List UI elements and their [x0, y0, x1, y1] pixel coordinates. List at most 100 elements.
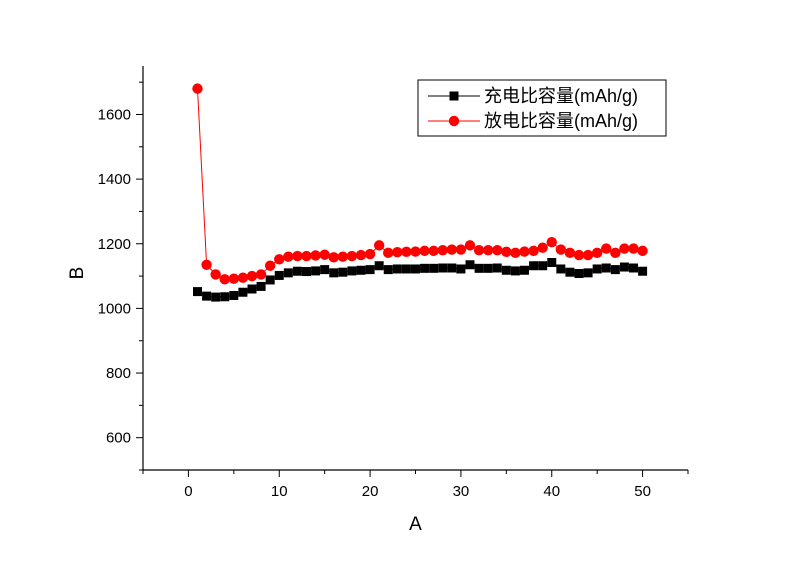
data-point — [501, 246, 512, 258]
series-line — [197, 261, 643, 298]
y-tick-label: 600 — [106, 430, 131, 447]
data-point — [283, 268, 293, 278]
data-point — [346, 250, 358, 262]
legend: 充电比容量(mAh/g) 放电比容量(mAh/g) — [417, 79, 667, 137]
x-axis-label: A — [409, 514, 422, 535]
data-point — [383, 265, 393, 275]
data-point — [619, 243, 630, 254]
data-point — [437, 245, 448, 256]
data-point — [420, 263, 430, 273]
y-tick-label: 800 — [106, 365, 131, 382]
legend-marker — [449, 91, 459, 101]
tick-labels: 0 10 20 30 40 50 600 800 1000 1200 1400 1600 — [98, 106, 651, 500]
legend-label: 充电比容量(mAh/g) — [484, 86, 638, 106]
tick-marks — [136, 81, 689, 477]
data-point — [538, 261, 548, 271]
data-point — [265, 275, 275, 285]
data-point — [274, 270, 284, 280]
series-layer — [192, 83, 648, 302]
data-point — [411, 264, 420, 274]
x-tick-label: 50 — [634, 483, 651, 500]
data-point — [247, 284, 257, 294]
data-point — [329, 268, 339, 278]
data-point — [274, 254, 285, 265]
data-point — [364, 248, 376, 260]
legend-marker — [448, 115, 460, 127]
data-point — [419, 245, 430, 257]
data-point — [629, 263, 638, 273]
data-point — [601, 243, 612, 254]
data-point — [392, 246, 403, 258]
legend-item: 放电比容量(mAh/g) — [428, 111, 638, 131]
data-point — [301, 250, 312, 262]
data-point — [492, 245, 503, 256]
data-point — [555, 244, 567, 255]
data-point — [574, 268, 584, 278]
data-point — [428, 245, 439, 257]
legend-label: 放电比容量(mAh/g) — [484, 111, 638, 131]
data-point — [302, 267, 311, 277]
data-point — [465, 260, 475, 270]
data-point — [591, 247, 603, 259]
data-point — [464, 240, 476, 251]
data-point — [474, 263, 484, 273]
data-point — [447, 263, 457, 273]
data-point — [583, 268, 593, 278]
data-point — [355, 249, 367, 261]
data-point — [401, 264, 411, 274]
y-tick-label: 1600 — [98, 106, 131, 123]
data-point — [429, 263, 439, 273]
data-point — [520, 265, 529, 275]
data-point — [556, 264, 566, 274]
data-point — [211, 292, 221, 302]
data-point — [256, 281, 266, 291]
data-point — [237, 272, 249, 283]
data-point — [338, 267, 348, 277]
legend-item: 充电比容量(mAh/g) — [428, 86, 638, 106]
data-point — [455, 244, 467, 255]
data-point — [238, 287, 248, 297]
data-point — [519, 246, 530, 257]
data-point — [537, 242, 548, 253]
data-point — [328, 252, 339, 263]
x-tick-label: 30 — [453, 483, 470, 500]
data-point — [473, 245, 485, 256]
data-point — [228, 273, 240, 284]
data-point — [192, 83, 203, 94]
series-1 — [193, 258, 648, 302]
data-point — [365, 265, 375, 275]
data-point — [628, 243, 639, 254]
data-point — [392, 264, 402, 274]
data-point — [438, 263, 448, 273]
data-point — [573, 249, 585, 261]
data-point — [492, 263, 502, 273]
x-tick-label: 0 — [184, 483, 192, 500]
data-point — [565, 267, 575, 277]
data-point — [564, 247, 576, 259]
y-tick-label: 1400 — [98, 171, 131, 188]
data-point — [501, 265, 511, 275]
data-point — [401, 246, 412, 258]
data-point — [638, 266, 648, 276]
data-point — [229, 290, 239, 300]
data-point — [619, 262, 629, 272]
data-point — [482, 245, 494, 256]
data-point — [201, 259, 212, 270]
data-point — [220, 292, 230, 302]
data-point — [202, 291, 212, 301]
data-point — [311, 266, 321, 276]
data-point — [383, 247, 394, 259]
data-point — [264, 260, 276, 271]
data-point — [255, 269, 267, 280]
data-point — [373, 240, 385, 251]
data-point — [510, 247, 521, 259]
data-point — [283, 251, 294, 262]
data-point — [547, 258, 557, 268]
data-point — [483, 263, 493, 273]
data-point — [410, 246, 421, 257]
data-point — [292, 266, 302, 276]
x-tick-label: 20 — [362, 483, 379, 500]
data-point — [320, 265, 330, 275]
y-tick-label: 1000 — [98, 300, 131, 317]
